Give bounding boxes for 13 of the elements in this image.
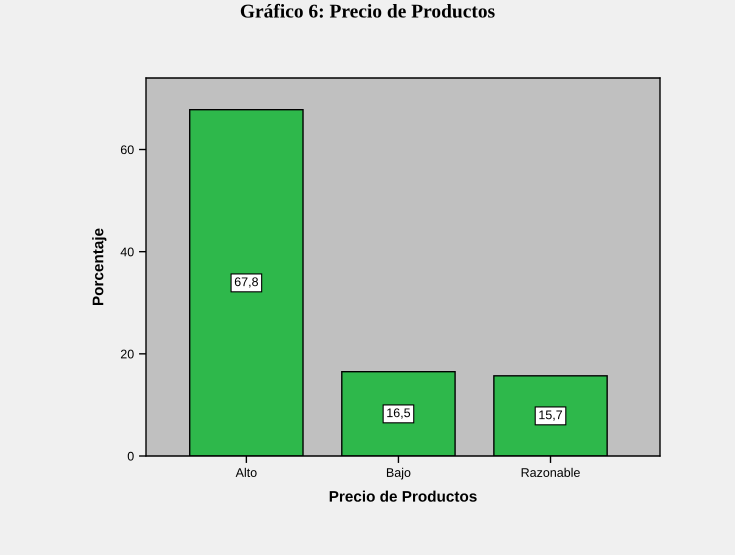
chart-title: Gráfico 6: Precio de Productos <box>240 4 495 18</box>
y-tick-label: 60 <box>120 145 134 154</box>
data-label: 15,7 <box>539 410 562 421</box>
data-label: 16,5 <box>387 408 410 419</box>
x-tick-label: Alto <box>236 468 257 477</box>
x-axis-title: Precio de Productos <box>330 490 477 502</box>
x-tick-label: Razonable <box>522 468 580 477</box>
y-tick-label: 20 <box>120 350 134 358</box>
y-axis-title: Porcentaje <box>92 228 106 306</box>
data-label: 67,8 <box>234 277 258 288</box>
x-tick-label: Bajo <box>386 468 410 480</box>
y-tick-label: 40 <box>120 247 134 256</box>
y-tick-label: 0 <box>128 452 134 461</box>
